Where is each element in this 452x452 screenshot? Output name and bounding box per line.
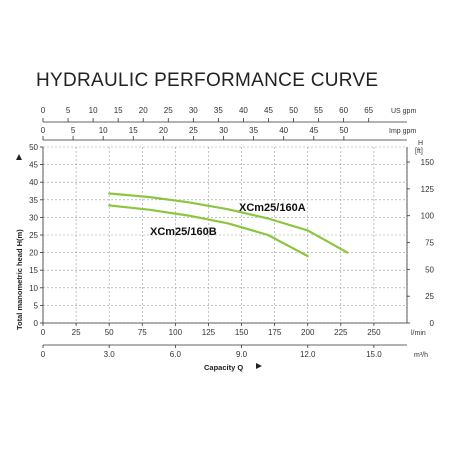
us-gpm-tick-label: 60 [339,106,348,115]
head-m-tick-label: 40 [29,178,38,187]
head-m-tick-label: 10 [29,284,38,293]
head-ft-tick-label: 75 [425,239,434,248]
ft-unit-top: H [418,140,423,147]
grid [42,146,408,324]
series-line-b [108,204,309,258]
m3h-tick-label: 15.0 [366,350,382,359]
head-ft-tick-label: 100 [421,212,435,221]
chart-title: HYDRAULIC PERFORMANCE CURVE [36,70,379,91]
us-gpm-axis: 0 5 10 15 20 25 30 35 40 45 50 55 60 65 [41,106,407,123]
m3h-unit: m³/h [414,352,428,359]
head-m-tick-label: 20 [29,249,38,258]
head-ft-tick-label: 0 [430,319,435,328]
head-m-tick-label: 30 [29,213,38,222]
us-gpm-tick-label: 5 [66,106,71,115]
imp-gpm-tick-label: 15 [129,126,138,135]
us-gpm-tick-label: 65 [364,106,373,115]
lmin-tick-label: 150 [235,328,249,337]
lmin-tick-label: 250 [367,328,381,337]
m3h-tick-label: 6.0 [170,350,182,359]
us-gpm-tick-label: 25 [164,106,173,115]
head-ft-tick-label: 150 [421,158,435,167]
head-ft-axis: 0 25 50 75 100 125 150 [407,158,435,328]
imp-gpm-tick-label: 50 [339,126,348,135]
lmin-tick-label: 200 [301,328,315,337]
us-gpm-tick-label: 30 [189,106,198,115]
head-m-tick-label: 5 [34,301,39,310]
us-gpm-tick-label: 20 [139,106,148,115]
m3h-tick-label: 12.0 [300,350,316,359]
lmin-tick-label: 0 [41,328,46,337]
lmin-tick-label: 25 [72,328,81,337]
lmin-axis: 0 25 50 75 100 125 150 175 200 225 250 [41,322,407,337]
m3h-tick-label: 0 [41,350,46,359]
m3h-tick-label: 9.0 [236,350,248,359]
x-axis-title: Capacity Q [204,363,262,372]
lmin-tick-label: 75 [138,328,147,337]
us-gpm-tick-label: 50 [289,106,298,115]
imp-gpm-axis: 0 5 10 15 20 25 30 35 40 45 50 [41,126,407,141]
us-gpm-tick-label: 10 [89,106,98,115]
head-ft-tick-label: 50 [425,265,434,274]
imp-gpm-tick-label: 5 [71,126,76,135]
lmin-tick-label: 175 [268,328,282,337]
us-gpm-tick-label: 35 [214,106,223,115]
lmin-tick-label: 50 [105,328,114,337]
lmin-unit: l/min [411,330,426,337]
head-m-tick-label: 35 [29,196,38,205]
head-m-tick-label: 50 [29,143,38,152]
imp-gpm-tick-label: 40 [279,126,288,135]
imp-gpm-tick-label: 30 [219,126,228,135]
imp-gpm-tick-label: 35 [249,126,258,135]
series-label-a: XCm25/160A [239,202,306,214]
imp-gpm-tick-label: 0 [41,126,46,135]
lmin-tick-label: 125 [202,328,216,337]
m3h-axis: 0 3.0 6.0 9.0 12.0 15.0 [41,344,407,359]
m3h-tick-label: 3.0 [104,350,116,359]
us-gpm-tick-label: 55 [314,106,323,115]
head-m-tick-label: 25 [29,231,38,240]
us-gpm-unit: US gpm [391,108,416,115]
x-axis-title-text: Capacity Q [204,363,243,372]
imp-gpm-tick-label: 45 [309,126,318,135]
imp-gpm-tick-label: 10 [99,126,108,135]
y-axis-title: Total manometric head H(m) [15,154,24,330]
lmin-tick-label: 225 [334,328,348,337]
head-m-tick-label: 45 [29,161,38,170]
lmin-tick-label: 100 [169,328,183,337]
head-m-tick-label: 0 [34,319,39,328]
imp-gpm-tick-label: 20 [159,126,168,135]
ft-unit-bottom: [ft] [415,148,423,155]
us-gpm-tick-label: 15 [114,106,123,115]
us-gpm-tick-label: 45 [264,106,273,115]
head-ft-tick-label: 25 [425,292,434,301]
y-axis-arrow-icon [16,154,22,160]
head-m-axis: 0 5 10 15 20 25 30 35 40 45 50 [29,143,43,328]
imp-gpm-unit: Imp gpm [389,128,416,135]
us-gpm-tick-label: 0 [41,106,46,115]
head-ft-tick-label: 125 [421,185,435,194]
series-lines [108,192,349,258]
y-axis-title-text: Total manometric head H(m) [15,229,24,330]
imp-gpm-tick-label: 25 [189,126,198,135]
head-m-tick-label: 15 [29,266,38,275]
x-axis-arrow-icon [256,363,262,369]
series-line-a [108,192,349,254]
series-label-b: XCm25/160B [150,226,217,238]
us-gpm-tick-label: 40 [239,106,248,115]
